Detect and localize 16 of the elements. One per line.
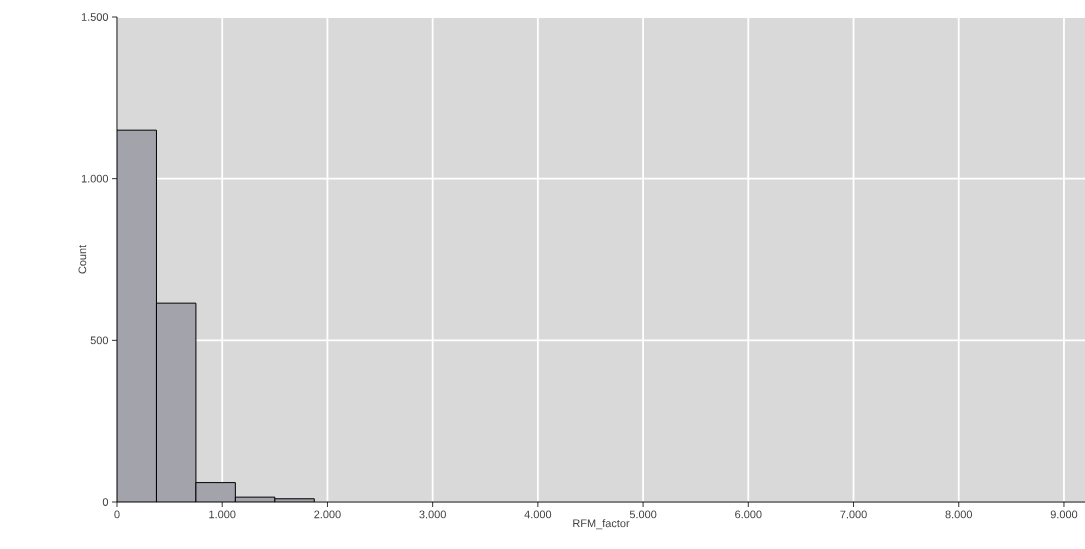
y-tick-label: 0 bbox=[102, 498, 109, 506]
x-tick-label: 0 bbox=[114, 510, 120, 519]
x-tick-label: 7.000 bbox=[840, 510, 867, 519]
x-tick-label: 2.000 bbox=[314, 510, 341, 519]
y-tick-label: 1.000 bbox=[81, 174, 109, 183]
x-tick-label: 5.000 bbox=[629, 510, 657, 519]
x-tick-label: 9.000 bbox=[1050, 510, 1078, 519]
x-tick-label: 4.000 bbox=[524, 510, 552, 519]
y-tick-label: 1.500 bbox=[81, 13, 109, 21]
x-axis-title: RFM_factor bbox=[573, 519, 630, 530]
x-tick-label: 3.000 bbox=[419, 510, 446, 519]
x-tick-label: 6.000 bbox=[735, 510, 762, 519]
x-tick-label: 1.000 bbox=[209, 510, 236, 519]
y-axis-title: Count bbox=[78, 244, 87, 274]
y-tick-label: 500 bbox=[90, 336, 109, 345]
x-tick-label: 8.000 bbox=[945, 510, 973, 519]
